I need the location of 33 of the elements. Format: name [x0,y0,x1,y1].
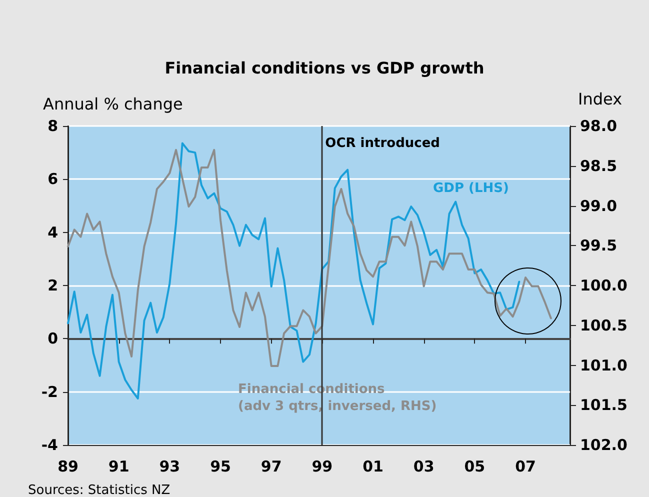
source-note: Sources: Statistics NZ [28,483,170,497]
y2-tick-label: 98.0 [580,117,618,135]
x-tick-label: 03 [413,458,434,476]
series-label: GDP (LHS) [433,181,509,196]
y-axis-title: Annual % change [43,94,183,114]
y-tick-label: 2 [48,276,58,294]
y2-tick-label: 98.5 [580,156,618,175]
x-tick-label: 07 [515,458,536,476]
y-tick-label: -2 [41,382,58,401]
x-tick-label: 93 [159,458,180,476]
y2-tick-label: 101.5 [580,396,628,414]
y-tick-label: 6 [48,170,58,188]
chart-title: Financial conditions vs GDP growth [164,58,484,78]
x-tick-label: 97 [260,458,282,476]
x-tick-label: 99 [312,458,333,476]
x-tick-label: 05 [464,458,486,476]
y-tick-label: -4 [41,436,58,454]
x-tick-label: 95 [210,458,231,476]
y2-axis-title: Index [578,90,622,108]
y2-tick-label: 99.0 [580,196,618,215]
x-tick-label: 89 [58,458,78,476]
y-tick-label: 8 [48,117,58,135]
y-tick-label: 0 [48,330,58,348]
y2-tick-label: 102.0 [580,436,628,454]
y2-tick-label: 99.5 [580,236,618,255]
y-tick-label: 4 [48,223,58,242]
y2-tick-label: 100.5 [580,316,628,334]
x-tick-label: 91 [108,458,130,476]
x-tick-label: 01 [362,458,384,476]
y2-tick-label: 101.0 [580,356,628,374]
line-series [67,148,552,368]
ref-line-label: OCR introduced [325,136,440,151]
y2-tick-label: 100.0 [580,276,628,294]
